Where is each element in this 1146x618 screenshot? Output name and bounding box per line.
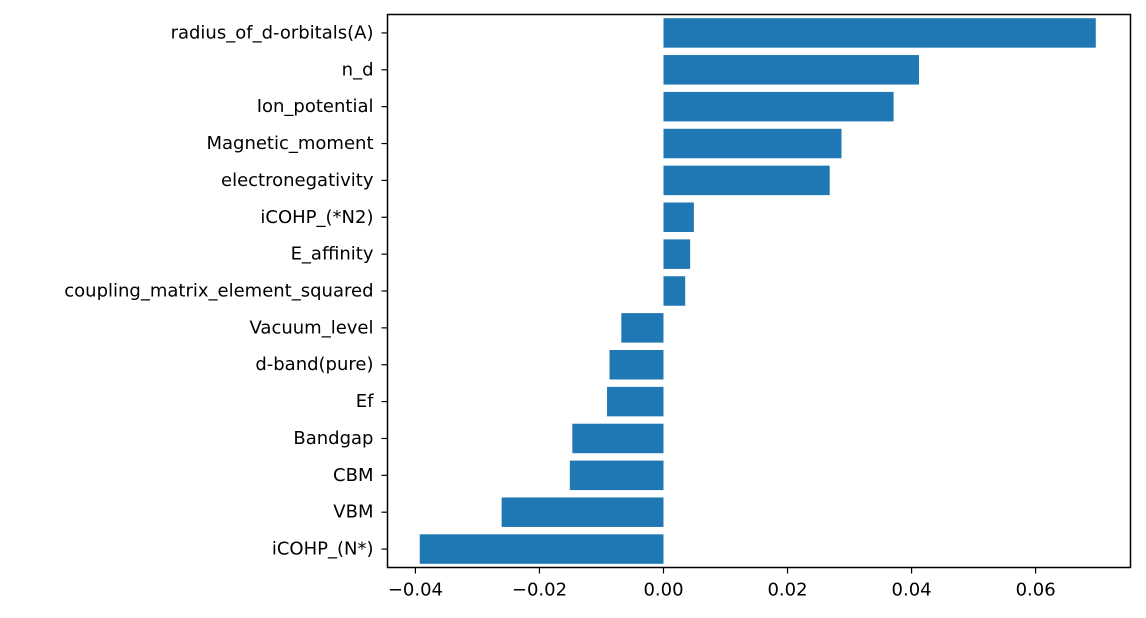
bar-d-band(pure) bbox=[609, 349, 664, 380]
y-tick-label: coupling_matrix_element_squared bbox=[64, 281, 373, 302]
category-labels-group: radius_of_d-orbitals(A) n_d Ion_potential M… bbox=[64, 22, 374, 559]
bar-coupling_matrix_element_squared bbox=[663, 276, 686, 306]
bar-n_d bbox=[663, 55, 920, 85]
bar-Ef bbox=[607, 386, 664, 417]
x-tick-label: −0.02 bbox=[512, 580, 567, 601]
bar-Bandgap bbox=[572, 423, 664, 454]
y-tick-label: CBM bbox=[333, 465, 373, 486]
x-tick-label: 0.00 bbox=[643, 580, 683, 601]
x-ticks-group: −0.04 −0.02 0.00 0.02 0.04 0.06 bbox=[388, 567, 1056, 601]
y-tick-label: Ef bbox=[356, 391, 374, 412]
y-tick-label: iCOHP_(N*) bbox=[272, 539, 374, 560]
x-tick-label: 0.02 bbox=[767, 580, 807, 601]
y-tick-label: radius_of_d-orbitals(A) bbox=[171, 22, 374, 43]
bar-Ion_potential bbox=[663, 91, 894, 122]
x-tick-label: −0.04 bbox=[388, 580, 443, 601]
bar-electronegativity bbox=[663, 165, 830, 196]
x-tick-label: 0.04 bbox=[892, 580, 932, 601]
y-tick-label: d-band(pure) bbox=[255, 354, 373, 375]
bar-Vacuum_level bbox=[621, 313, 664, 343]
y-tick-label: Bandgap bbox=[293, 428, 373, 449]
y-tick-label: VBM bbox=[333, 502, 373, 523]
x-tick-label: 0.06 bbox=[1016, 580, 1056, 601]
y-tick-label: E_affinity bbox=[291, 244, 374, 265]
bar-iCOHP_(*N2) bbox=[663, 202, 694, 233]
y-tick-label: Ion_potential bbox=[257, 96, 374, 117]
y-tick-label: Magnetic_moment bbox=[206, 133, 373, 154]
bar-iCOHP_(N*) bbox=[419, 534, 664, 564]
plot-frame bbox=[386, 13, 1132, 569]
y-tick-label: n_d bbox=[342, 59, 374, 80]
bar-radius_of_d-orbitals(A) bbox=[663, 18, 1096, 48]
bar-VBM bbox=[501, 497, 664, 527]
y-tick-label: electronegativity bbox=[221, 170, 374, 191]
y-ticks-group bbox=[381, 32, 388, 550]
y-tick-label: Vacuum_level bbox=[250, 317, 374, 338]
bars-group bbox=[419, 18, 1096, 564]
bar-CBM bbox=[569, 460, 664, 491]
bar-Magnetic_moment bbox=[663, 128, 842, 159]
bar-E_affinity bbox=[663, 239, 691, 269]
y-tick-label: iCOHP_(*N2) bbox=[260, 207, 373, 228]
